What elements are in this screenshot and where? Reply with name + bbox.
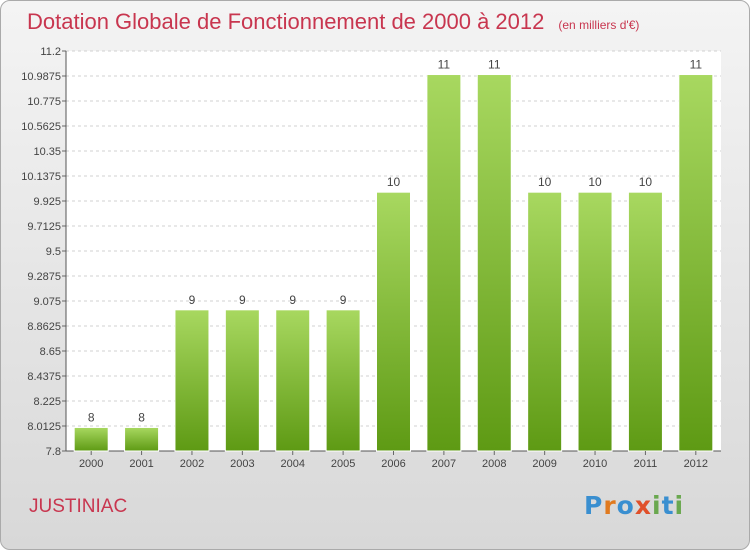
x-tick-label: 2000	[79, 458, 103, 470]
bar	[73, 426, 109, 452]
x-tick-label: 2004	[280, 458, 304, 470]
data-label: 11	[438, 58, 451, 72]
y-tick-label: 8.225	[33, 396, 61, 408]
bar	[325, 309, 361, 452]
data-label: 9	[289, 293, 296, 307]
logo-letter: o	[616, 491, 635, 520]
y-tick-label: 9.7125	[27, 221, 61, 233]
logo-letter: P	[584, 491, 604, 520]
chart-title: Dotation Globale de Fonctionnement de 20…	[27, 9, 639, 35]
logo-letter: t	[661, 491, 675, 520]
y-tick-label: 8.65	[40, 346, 61, 358]
x-tick-label: 2001	[129, 458, 153, 470]
bar	[124, 426, 160, 452]
y-tick-label: 11.2	[40, 46, 61, 58]
bar	[476, 74, 512, 452]
bar	[527, 191, 563, 452]
x-tick-label: 2011	[634, 458, 658, 470]
data-label: 10	[588, 175, 602, 189]
y-tick-label: 8.0125	[27, 421, 61, 433]
data-label: 9	[189, 293, 196, 307]
y-tick-label: 10.775	[27, 96, 61, 108]
bar	[577, 191, 613, 452]
y-tick-label: 10.9875	[21, 71, 61, 83]
x-tick-label: 2007	[432, 458, 456, 470]
place-name: JUSTINIAC	[29, 496, 128, 517]
data-label: 10	[387, 175, 401, 189]
y-tick-label: 9.925	[33, 196, 61, 208]
data-label: 9	[340, 293, 347, 307]
chart-subtitle: (en milliers d'€)	[558, 18, 640, 32]
logo-letter: x	[634, 491, 652, 520]
y-tick-label: 10.5625	[21, 121, 61, 133]
data-label: 8	[88, 410, 95, 424]
bar	[174, 309, 210, 452]
x-tick-label: 2006	[381, 458, 405, 470]
logo-letter: i	[652, 491, 662, 520]
data-label: 10	[639, 175, 653, 189]
y-tick-label: 7.8	[46, 446, 61, 458]
y-tick-label: 8.4375	[27, 371, 61, 383]
bar	[678, 74, 714, 452]
bar	[275, 309, 311, 452]
y-tick-label: 10.1375	[21, 171, 61, 183]
data-label: 10	[538, 175, 552, 189]
data-label: 11	[690, 58, 703, 72]
bar	[224, 309, 260, 452]
y-tick-label: 8.8625	[27, 321, 61, 333]
x-tick-label: 2010	[583, 458, 607, 470]
x-tick-label: 2009	[532, 458, 556, 470]
x-tick-label: 2012	[684, 458, 708, 470]
x-tick-label: 2003	[230, 458, 254, 470]
bar	[627, 191, 663, 452]
logo-letter: i	[674, 491, 685, 520]
logo-letter: r	[603, 491, 617, 520]
bar	[426, 74, 462, 452]
x-tick-label: 2008	[482, 458, 506, 470]
data-label: 8	[138, 410, 145, 424]
bar	[376, 191, 411, 452]
y-tick-label: 10.35	[33, 146, 61, 158]
data-label: 11	[488, 58, 501, 72]
x-tick-label: 2002	[180, 458, 204, 470]
y-tick-label: 9.2875	[27, 271, 61, 283]
y-tick-label: 9.075	[33, 296, 61, 308]
x-tick-label: 2005	[331, 458, 355, 470]
data-label: 9	[239, 293, 246, 307]
y-tick-label: 9.5	[46, 246, 61, 258]
title-text: Dotation Globale de Fonctionnement de 20…	[27, 9, 545, 34]
proxiti-logo: Proxiti	[584, 491, 684, 520]
